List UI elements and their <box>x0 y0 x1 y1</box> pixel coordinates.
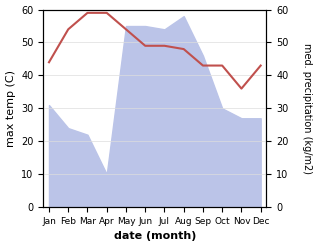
Y-axis label: med. precipitation (kg/m2): med. precipitation (kg/m2) <box>302 43 313 174</box>
X-axis label: date (month): date (month) <box>114 231 196 242</box>
Y-axis label: max temp (C): max temp (C) <box>5 70 16 147</box>
